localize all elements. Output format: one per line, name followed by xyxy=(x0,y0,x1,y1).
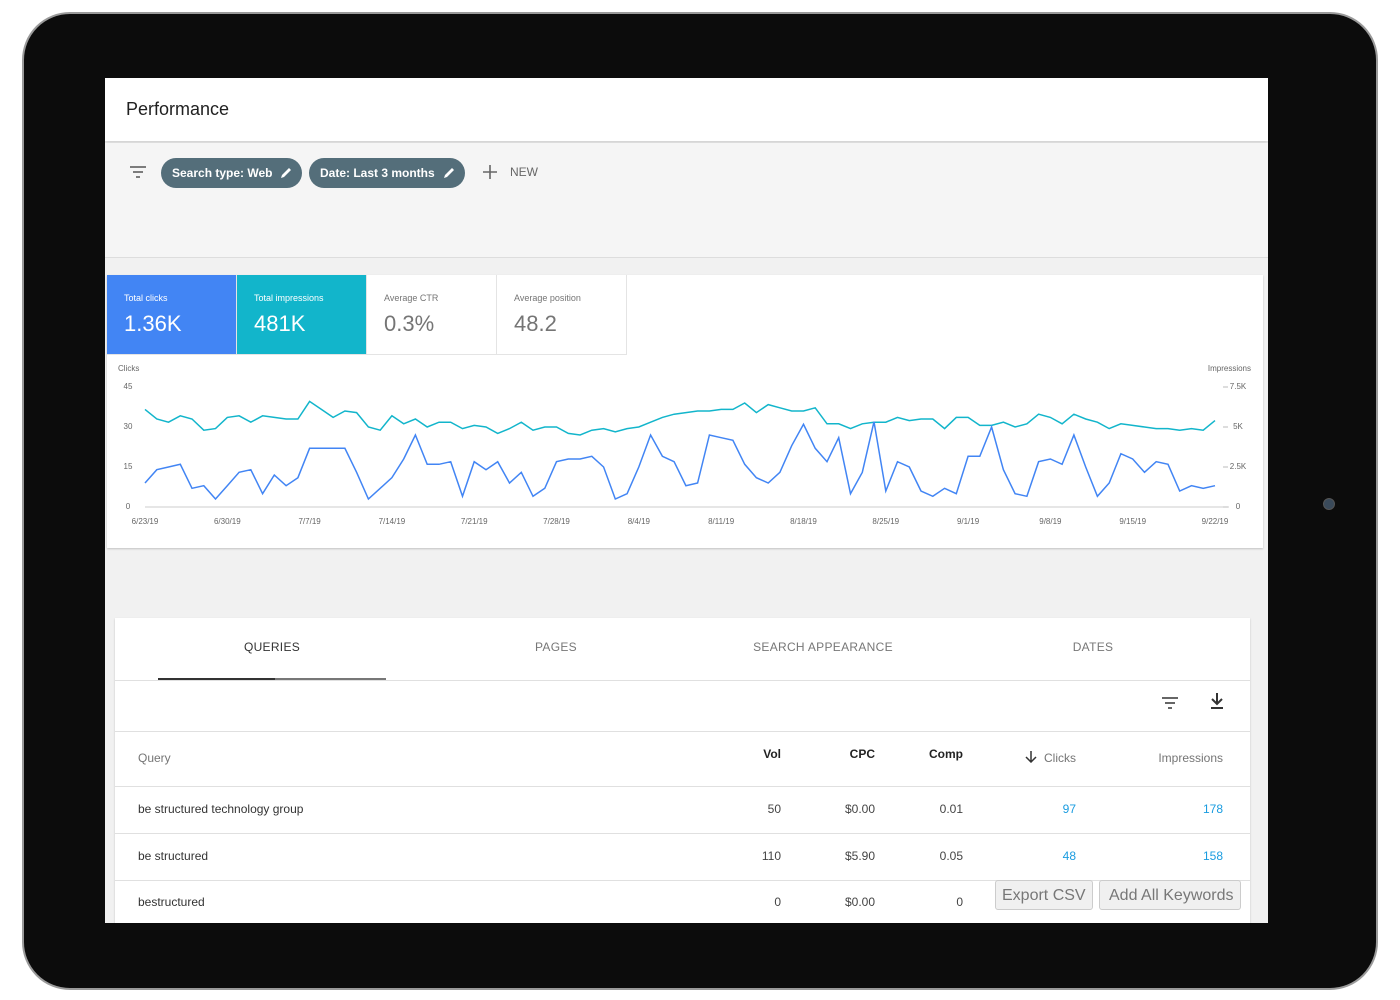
x-tick-label: 8/18/19 xyxy=(790,517,817,526)
x-tick-label: 7/14/19 xyxy=(379,517,406,526)
cell-value: $0.00 xyxy=(844,895,875,909)
chip-label: Date: Last 3 months xyxy=(320,166,435,180)
cell-value: 50 xyxy=(767,802,781,816)
x-tick-label: 8/25/19 xyxy=(872,517,899,526)
x-tick-label: 9/1/19 xyxy=(957,517,980,526)
cell-value: 0 xyxy=(956,895,963,909)
metric-value: 48.2 xyxy=(514,311,557,336)
data-line xyxy=(144,400,1216,436)
action-button[interactable]: Add All Keywords xyxy=(1099,880,1241,910)
column-header: Query xyxy=(138,751,171,765)
metric-label: Total clicks xyxy=(124,293,168,303)
x-tick-label: 9/22/19 xyxy=(1202,517,1229,526)
tab[interactable]: SEARCH APPEARANCE xyxy=(753,640,893,654)
metric-value: 1.36K xyxy=(124,311,182,336)
sort-arrow xyxy=(1025,751,1037,763)
filter-icon[interactable] xyxy=(129,165,147,179)
new-filter[interactable]: NEW xyxy=(510,165,538,179)
performance-card: Total clicks 1.36K Total impressions 481K Av… xyxy=(107,275,1263,548)
download-icon[interactable] xyxy=(1209,692,1225,710)
cell-value: 0.05 xyxy=(939,848,963,863)
y-tick-label: 30 xyxy=(124,422,133,431)
cell-value[interactable]: 158 xyxy=(1202,848,1223,863)
camera xyxy=(1323,498,1335,510)
metric-value: 0.3% xyxy=(384,311,435,336)
divider xyxy=(115,833,1250,834)
column-header: Vol xyxy=(763,747,781,761)
cell-value[interactable]: 97 xyxy=(1062,802,1076,816)
y2-tick-label: 0 xyxy=(1236,502,1241,511)
header: Performance xyxy=(105,78,1268,141)
x-tick-label: 8/4/19 xyxy=(628,517,651,526)
metric-card[interactable]: Total clicks 1.36K xyxy=(107,275,237,355)
y2-tick-label: 5K xyxy=(1233,422,1243,431)
divider xyxy=(115,680,1250,681)
filter-chip[interactable]: Date: Last 3 months xyxy=(309,158,465,188)
page-title: Performance xyxy=(126,99,230,119)
chip-label: Search type: Web xyxy=(172,166,273,180)
metric-value: 481K xyxy=(254,311,306,336)
x-tick-label: 6/23/19 xyxy=(132,517,159,526)
cell-value: $0.00 xyxy=(844,802,875,816)
metric-card[interactable]: Average position 48.2 xyxy=(497,275,627,355)
column-header: CPC xyxy=(849,747,875,761)
data-line xyxy=(144,421,1216,501)
y-axis-title: Clicks xyxy=(118,364,139,373)
query-text: bestructured xyxy=(138,895,205,909)
x-tick-label: 9/15/19 xyxy=(1119,517,1146,526)
plus-icon[interactable] xyxy=(483,165,497,179)
chart: Clicks Impressions 0 15 30 45 0 2.5K 5K 7.5K 6/23/… xyxy=(118,364,1251,526)
filter-icon[interactable] xyxy=(1161,696,1179,710)
queries-table-card: QUERIES PAGES SEARCH APPEARANCE DATES Query V… xyxy=(115,618,1250,923)
column-header: Impressions xyxy=(1158,751,1223,765)
column-header[interactable]: Clicks xyxy=(1044,751,1076,765)
x-tick-label: 8/11/19 xyxy=(708,517,735,526)
cell-value: 110 xyxy=(761,848,781,863)
x-tick-label: 7/21/19 xyxy=(461,517,488,526)
divider xyxy=(115,786,1250,787)
metric-label: Average position xyxy=(514,293,581,303)
action-button[interactable]: Export CSV xyxy=(995,880,1093,910)
filter-bar: Search type: Web Date: Last 3 months NEW xyxy=(105,143,1268,258)
column-header: Comp xyxy=(929,747,963,761)
cell-value: 0.01 xyxy=(939,802,963,816)
divider xyxy=(115,731,1250,732)
screen: Performance Search type: Web Date: Last … xyxy=(105,78,1268,923)
y-tick-label: 45 xyxy=(124,382,133,391)
y2-tick-label: 2.5K xyxy=(1230,462,1247,471)
y-tick-label: 15 xyxy=(124,462,133,471)
metric-card[interactable]: Average CTR 0.3% xyxy=(367,275,497,355)
button-label: Add All Keywords xyxy=(1109,887,1234,904)
divider xyxy=(115,879,1250,881)
cell-value[interactable]: 48 xyxy=(1062,848,1076,863)
query-text: be structured technology group xyxy=(138,802,304,816)
y2-tick-label: 7.5K xyxy=(1230,382,1247,391)
filter-chip[interactable]: Search type: Web xyxy=(161,158,303,188)
button-label: Export CSV xyxy=(1002,887,1086,904)
x-tick-label: 9/8/19 xyxy=(1039,517,1062,526)
tab-indicator xyxy=(158,678,386,680)
tab[interactable]: QUERIES xyxy=(243,640,301,654)
x-tick-label: 7/7/19 xyxy=(298,517,321,526)
metric-label: Total impressions xyxy=(254,293,324,303)
y2-axis-title: Impressions xyxy=(1208,364,1251,373)
y-tick-label: 0 xyxy=(126,502,131,511)
metric-label: Average CTR xyxy=(384,293,439,303)
cell-value: 0 xyxy=(774,895,781,909)
tab[interactable]: PAGES xyxy=(535,640,577,654)
query-text: be structured xyxy=(138,848,209,863)
x-tick-label: 7/28/19 xyxy=(543,517,570,526)
x-tick-label: 6/30/19 xyxy=(214,517,241,526)
tab-indicator xyxy=(275,678,386,680)
tab[interactable]: DATES xyxy=(1072,640,1114,654)
edit-icon xyxy=(281,168,292,178)
cell-value: $5.90 xyxy=(844,848,875,863)
cell-value[interactable]: 178 xyxy=(1202,802,1223,816)
edit-icon xyxy=(443,168,454,178)
metric-card[interactable]: Total impressions 481K xyxy=(237,275,367,355)
